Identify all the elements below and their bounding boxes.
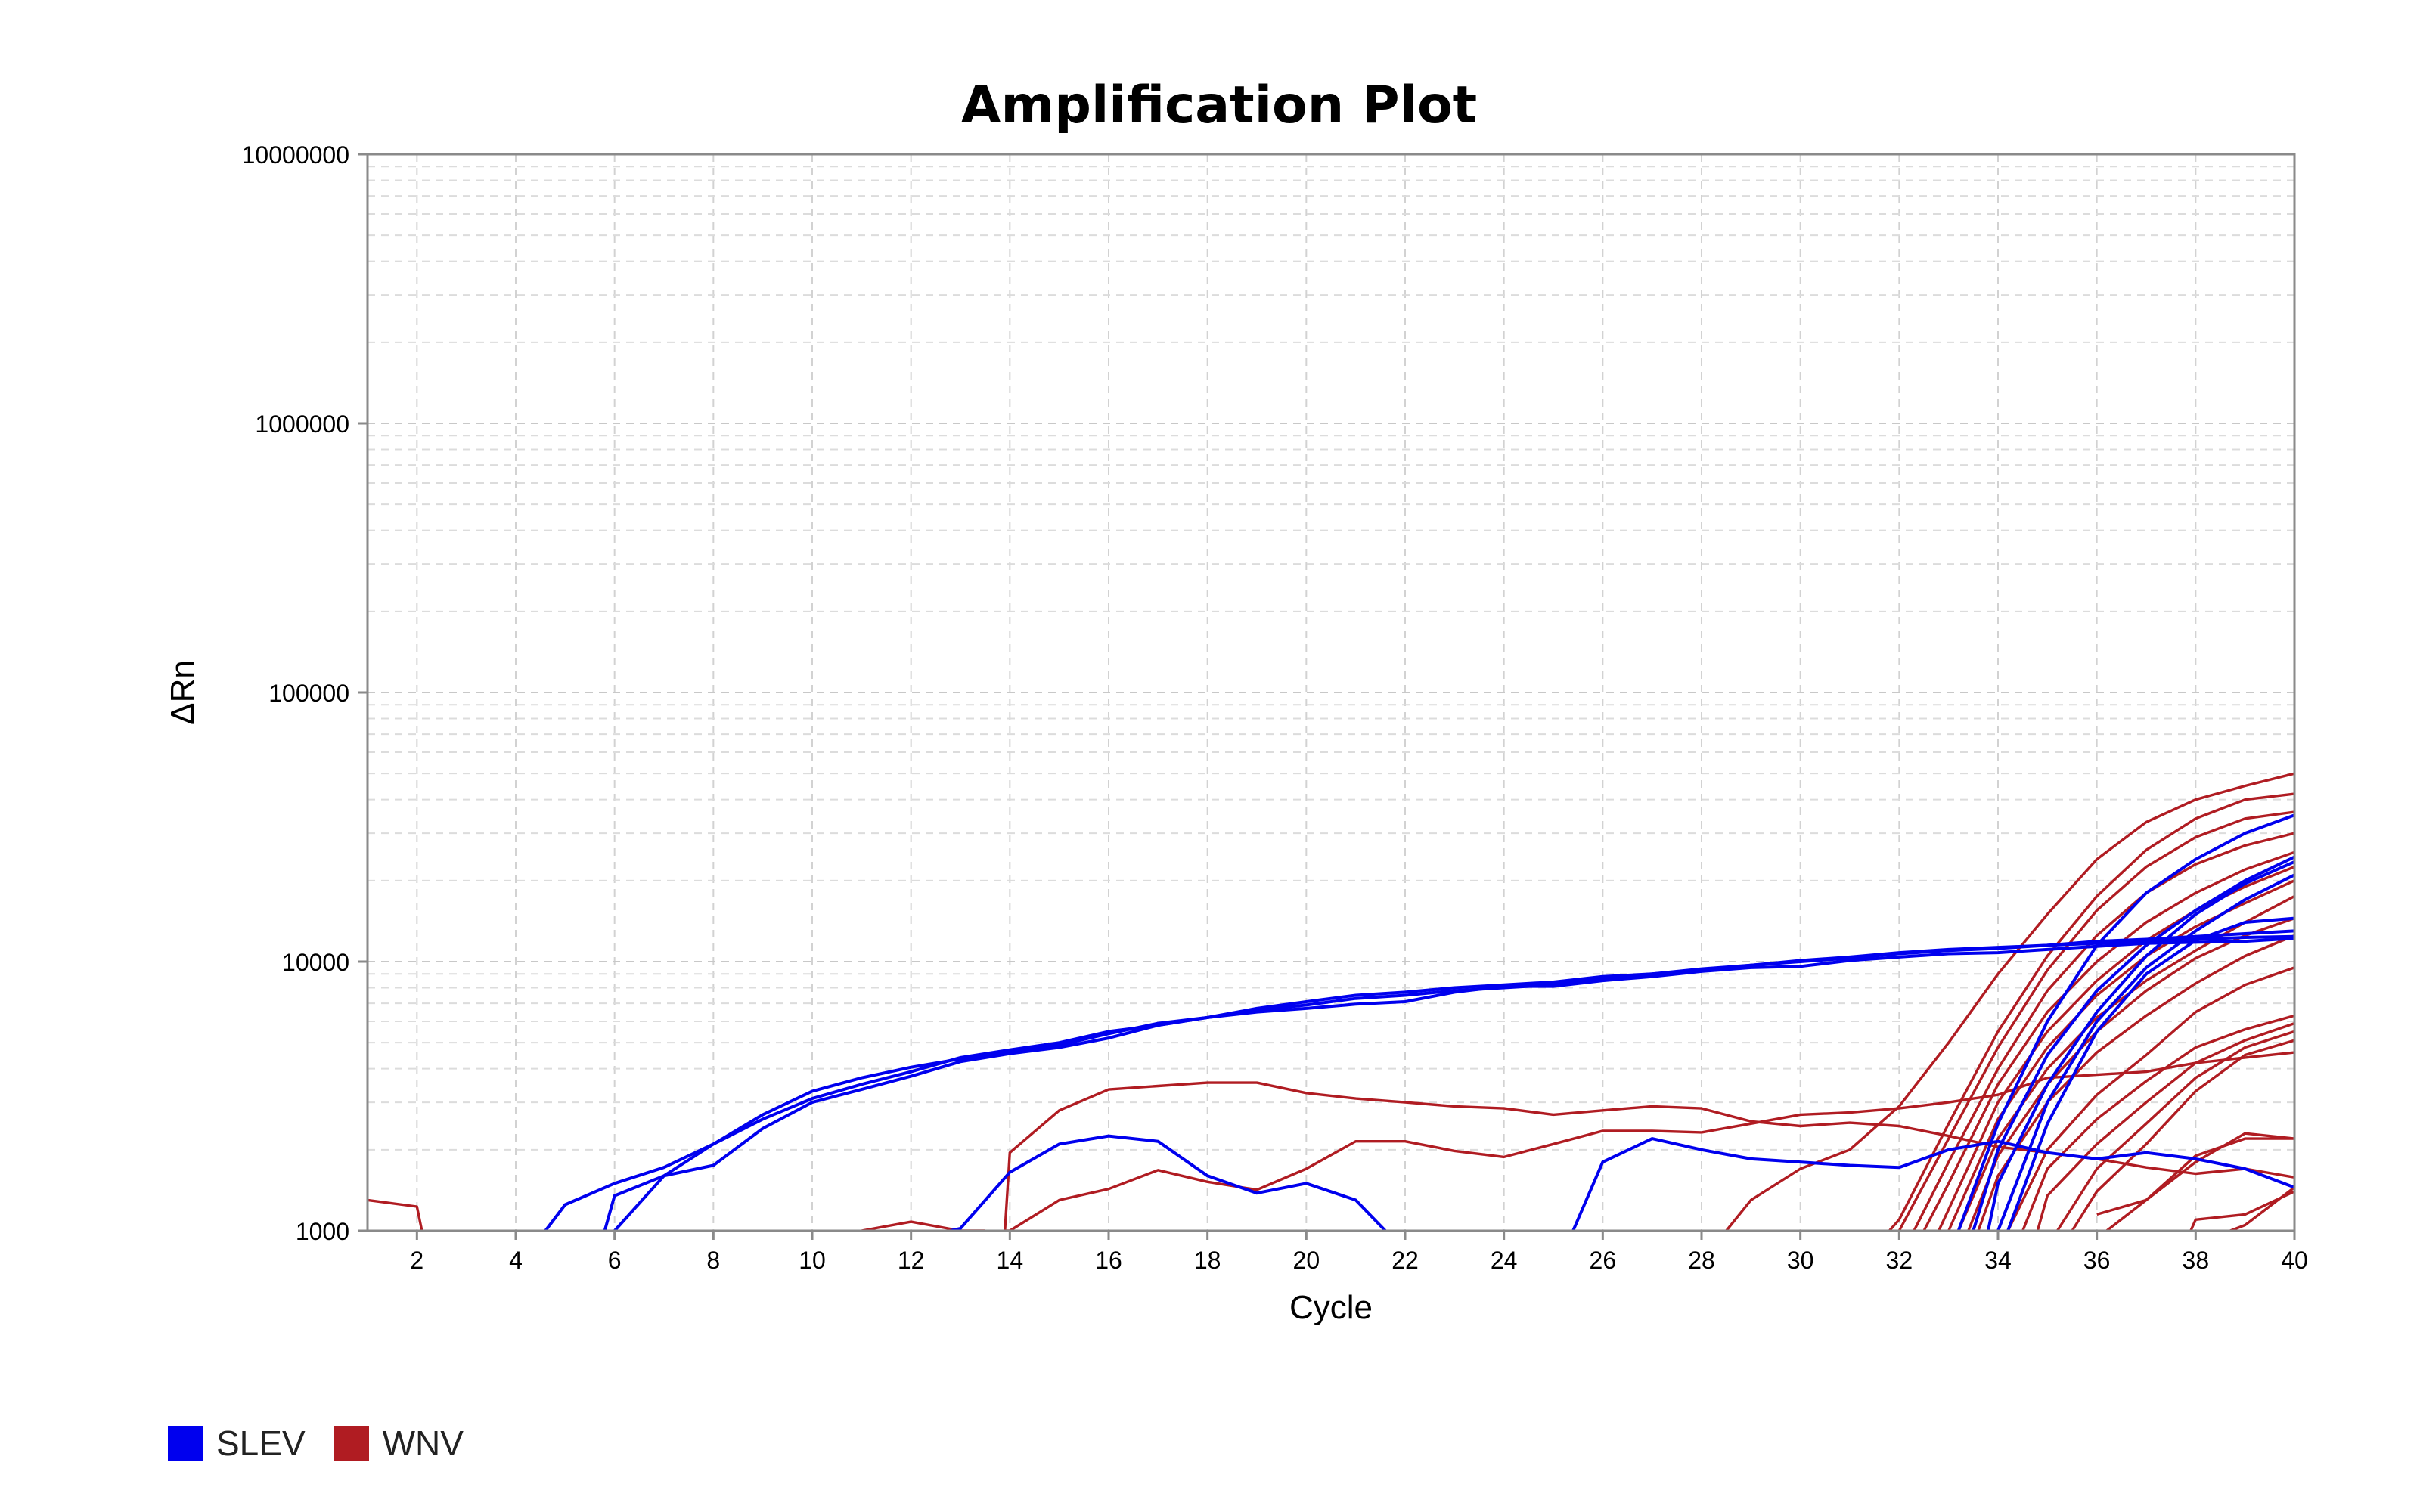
y-tick-label: 10000000 bbox=[242, 141, 349, 169]
x-tick-label: 18 bbox=[1194, 1247, 1221, 1274]
series-line-slev bbox=[1571, 1137, 2295, 1232]
series-line-wnv bbox=[2036, 1021, 2295, 1232]
chart-title: Amplification Plot bbox=[961, 76, 1477, 135]
series-line-slev bbox=[1996, 873, 2295, 1232]
series-line-wnv bbox=[2096, 1137, 2294, 1216]
y-axis: 1000 10000 100000 1000000 10000000 bbox=[242, 141, 368, 1245]
series-line-wnv bbox=[1888, 792, 2295, 1232]
x-tick-label: 16 bbox=[1095, 1247, 1122, 1274]
x-tick-label: 32 bbox=[1886, 1247, 1913, 1274]
series-line-wnv bbox=[2006, 966, 2295, 1232]
series-line-wnv bbox=[2229, 1186, 2296, 1232]
series-line-slev bbox=[1956, 813, 2295, 1232]
x-tick-label: 6 bbox=[608, 1247, 622, 1274]
series-line-wnv bbox=[367, 1198, 424, 1232]
series-line-wnv bbox=[2105, 1132, 2295, 1232]
series-line-wnv bbox=[2071, 1039, 2295, 1232]
legend-item-wnv[interactable]: WNV bbox=[334, 1423, 464, 1464]
series-line-slev bbox=[613, 929, 2295, 1232]
y-tick-label: 10000 bbox=[282, 949, 349, 976]
series-line-slev bbox=[1972, 855, 2295, 1232]
legend-label-wnv: WNV bbox=[382, 1424, 464, 1463]
series-line-wnv bbox=[1913, 832, 2295, 1232]
series-line-slev bbox=[2006, 916, 2295, 1232]
x-tick-label: 40 bbox=[2281, 1247, 2308, 1274]
x-tick-label: 28 bbox=[1688, 1247, 1715, 1274]
y-tick-label: 1000 bbox=[296, 1218, 349, 1245]
series-line-wnv bbox=[1004, 1081, 2295, 1232]
series-line-slev bbox=[950, 1134, 1387, 1232]
series-line-slev bbox=[1986, 860, 2295, 1232]
data-series bbox=[367, 772, 2296, 1232]
x-tick-label: 26 bbox=[1590, 1247, 1617, 1274]
legend: SLEV WNV bbox=[168, 1423, 464, 1464]
x-tick-label: 12 bbox=[898, 1247, 925, 1274]
x-tick-label: 2 bbox=[410, 1247, 424, 1274]
legend-label-slev: SLEV bbox=[216, 1424, 306, 1463]
x-tick-label: 24 bbox=[1491, 1247, 1518, 1274]
legend-swatch-wnv bbox=[334, 1426, 369, 1461]
x-tick-label: 30 bbox=[1787, 1247, 1814, 1274]
series-line-slev bbox=[603, 937, 2295, 1232]
x-tick-label: 36 bbox=[2083, 1247, 2111, 1274]
series-line-wnv bbox=[2021, 1014, 2295, 1232]
series-line-wnv bbox=[2055, 1030, 2295, 1232]
y-axis-title: ΔRn bbox=[164, 660, 201, 725]
series-line-wnv bbox=[1725, 772, 2295, 1232]
legend-swatch-slev bbox=[168, 1426, 203, 1461]
x-tick-label: 22 bbox=[1392, 1247, 1419, 1274]
y-tick-label: 100000 bbox=[268, 680, 349, 707]
x-axis-title: Cycle bbox=[1289, 1289, 1373, 1326]
x-tick-label: 14 bbox=[997, 1247, 1024, 1274]
x-axis: 2 4 6 8 10 12 14 16 18 20 22 24 26 28 30 32 34 36 38 40 bbox=[410, 1231, 2308, 1274]
x-tick-label: 20 bbox=[1293, 1247, 1320, 1274]
legend-item-slev[interactable]: SLEV bbox=[168, 1423, 306, 1464]
x-tick-label: 38 bbox=[2183, 1247, 2210, 1274]
x-tick-label: 8 bbox=[706, 1247, 720, 1274]
y-tick-label: 1000000 bbox=[255, 411, 349, 438]
series-line-wnv bbox=[1922, 850, 2295, 1232]
series-line-wnv bbox=[2189, 1190, 2295, 1232]
series-line-wnv bbox=[1957, 894, 2295, 1232]
grid-lines bbox=[368, 154, 2294, 1231]
x-tick-label: 10 bbox=[799, 1247, 826, 1274]
x-tick-label: 34 bbox=[1984, 1247, 2012, 1274]
x-tick-label: 4 bbox=[509, 1247, 523, 1274]
series-line-wnv bbox=[1897, 810, 2295, 1232]
